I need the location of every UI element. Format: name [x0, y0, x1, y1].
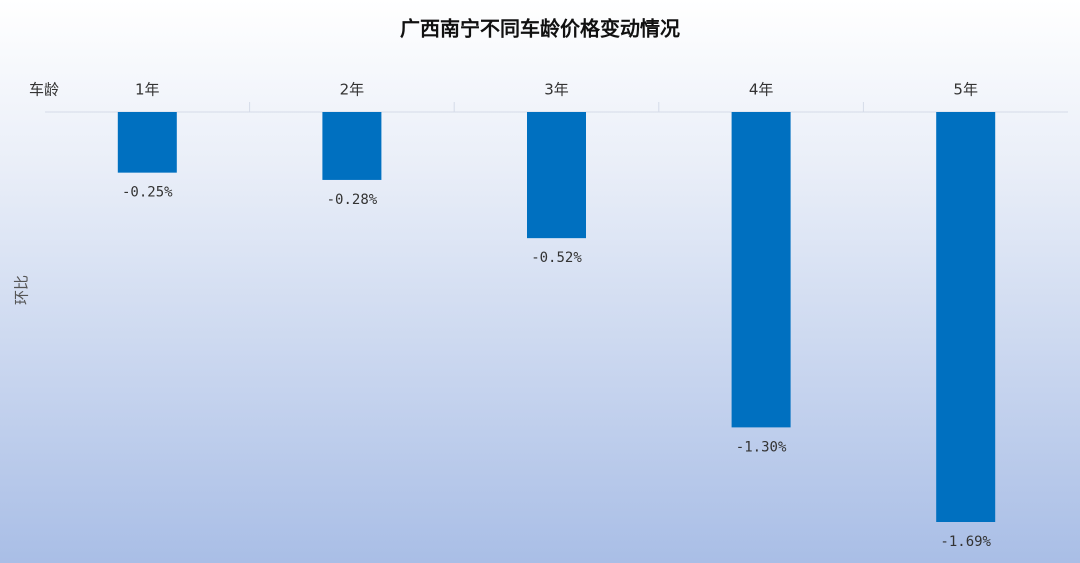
chart-title: 广西南宁不同车龄价格变动情况	[400, 17, 680, 41]
x-tick-label: 3年	[544, 81, 569, 99]
x-tick-label: 4年	[749, 81, 774, 99]
value-label: -0.52%	[531, 250, 582, 266]
bar	[936, 112, 996, 522]
value-label: -0.25%	[122, 185, 173, 201]
bar	[731, 112, 791, 428]
value-label: -1.30%	[736, 439, 787, 455]
x-axis-label: 车龄	[29, 81, 59, 99]
x-tick-label: 5年	[953, 81, 978, 99]
y-axis-label: 环比	[13, 275, 31, 305]
bar	[117, 112, 177, 173]
x-tick-label: 2年	[340, 81, 365, 99]
bar	[322, 112, 382, 180]
x-tick-label: 1年	[135, 81, 160, 99]
value-label: -1.69%	[940, 534, 991, 550]
bar	[527, 112, 586, 239]
value-label: -0.28%	[327, 192, 378, 208]
